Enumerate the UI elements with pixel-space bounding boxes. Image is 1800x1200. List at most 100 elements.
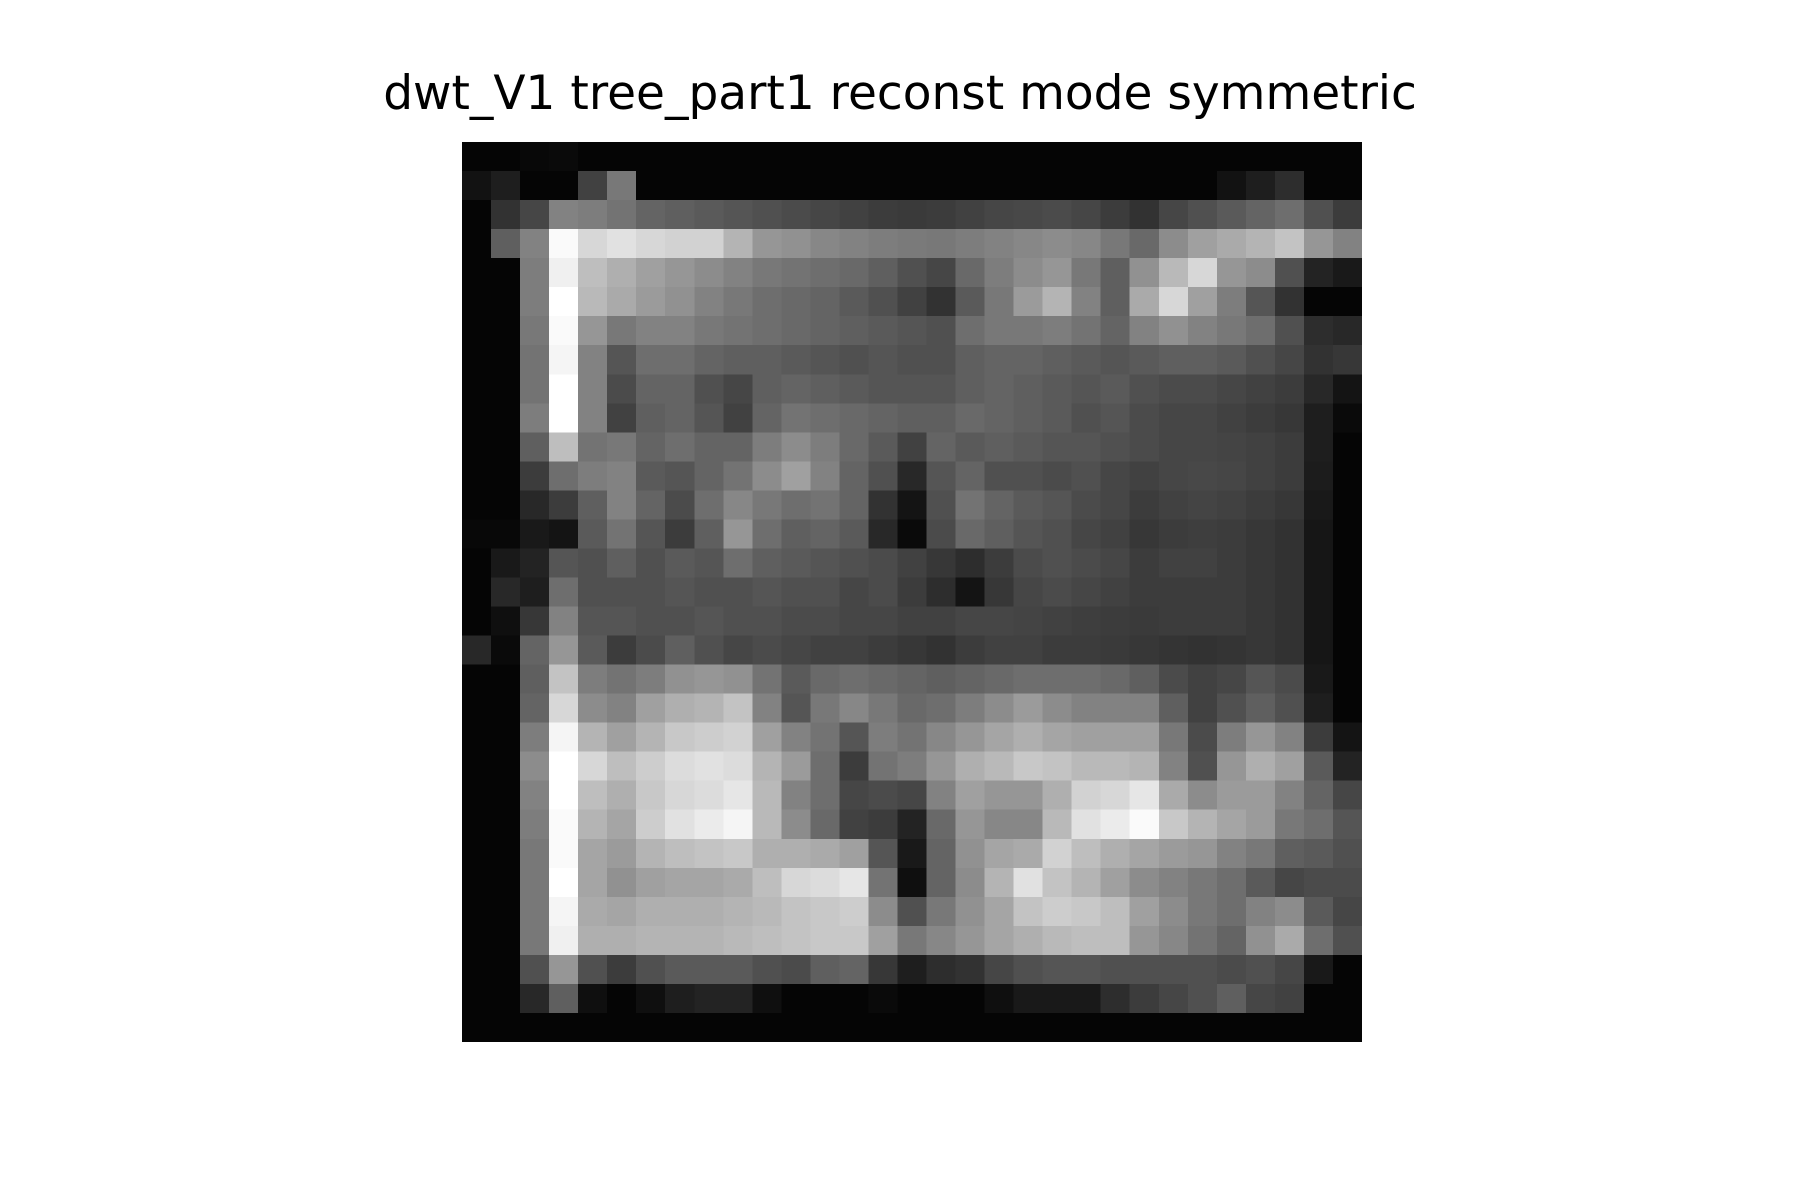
heatmap-cell (607, 171, 637, 201)
heatmap-cell (578, 171, 608, 201)
heatmap-cell (897, 954, 928, 985)
heatmap-cell (462, 867, 492, 898)
heatmap-cell (1013, 258, 1044, 288)
heatmap-cell (1274, 896, 1305, 927)
heatmap-cell (491, 751, 521, 782)
heatmap-cell (1158, 142, 1189, 172)
heatmap-cell (694, 519, 724, 550)
heatmap-cell (723, 258, 753, 288)
heatmap-cell (491, 403, 521, 433)
heatmap-cell (520, 171, 550, 201)
heatmap-cell (1100, 200, 1131, 230)
heatmap-cell (1158, 780, 1189, 811)
heatmap-cell (1042, 838, 1073, 869)
heatmap-cell (897, 345, 928, 375)
heatmap-cell (1187, 664, 1218, 695)
heatmap-cell (839, 780, 870, 811)
heatmap-cell (636, 142, 666, 172)
heatmap-cell (897, 374, 928, 404)
heatmap-cell (462, 838, 492, 869)
heatmap-cell (926, 577, 957, 608)
heatmap-cell (1129, 867, 1160, 898)
heatmap-cell (1303, 693, 1334, 724)
heatmap-cell (810, 548, 841, 579)
heatmap-cell (578, 432, 608, 462)
heatmap-cell (839, 432, 870, 462)
heatmap-cell (665, 780, 695, 811)
heatmap-cell (1303, 780, 1334, 811)
heatmap-cell (1129, 635, 1160, 666)
heatmap-cell (1245, 780, 1276, 811)
heatmap-cell (1245, 925, 1276, 956)
heatmap-cell (781, 142, 811, 172)
heatmap-cell (636, 722, 666, 753)
heatmap-cell (897, 838, 928, 869)
heatmap-cell (1100, 345, 1131, 375)
heatmap-cell (694, 490, 724, 521)
heatmap-cell (1332, 751, 1362, 782)
heatmap-cell (694, 142, 724, 172)
heatmap-cell (1303, 606, 1334, 637)
heatmap-cell (1158, 345, 1189, 375)
heatmap-cell (723, 287, 753, 317)
heatmap-cell (1042, 287, 1073, 317)
heatmap-cell (1245, 432, 1276, 462)
heatmap-cell (926, 751, 957, 782)
heatmap-cell (723, 432, 753, 462)
heatmap-cell (1071, 780, 1102, 811)
heatmap-cell (810, 490, 841, 521)
heatmap-cell (984, 925, 1015, 956)
heatmap-cell (1158, 200, 1189, 230)
heatmap-cell (723, 983, 753, 1014)
heatmap-cell (1303, 200, 1334, 230)
heatmap-cell (955, 316, 986, 346)
heatmap-cell (636, 258, 666, 288)
heatmap-cell (781, 954, 811, 985)
heatmap-cell (1216, 519, 1247, 550)
heatmap-cell (897, 490, 928, 521)
heatmap-cell (781, 983, 811, 1014)
heatmap-cell (549, 200, 579, 230)
heatmap-cell (1013, 722, 1044, 753)
heatmap-cell (578, 780, 608, 811)
heatmap-cell (636, 548, 666, 579)
heatmap-cell (926, 1012, 957, 1042)
heatmap-cell (1129, 374, 1160, 404)
heatmap-cell (1216, 664, 1247, 695)
heatmap-cell (723, 229, 753, 259)
heatmap-cell (1071, 693, 1102, 724)
heatmap-cell (955, 606, 986, 637)
heatmap-cell (897, 896, 928, 927)
heatmap-cell (781, 432, 811, 462)
heatmap-cell (984, 200, 1015, 230)
heatmap-cell (1303, 983, 1334, 1014)
heatmap-cell (1303, 519, 1334, 550)
heatmap-cell (1332, 200, 1362, 230)
heatmap-cell (839, 896, 870, 927)
heatmap-cell (462, 664, 492, 695)
heatmap-cell (868, 635, 899, 666)
heatmap-cell (636, 780, 666, 811)
heatmap-cell (723, 867, 753, 898)
heatmap-cell (723, 722, 753, 753)
heatmap-cell (752, 606, 782, 637)
heatmap-cell (781, 519, 811, 550)
heatmap-cell (665, 548, 695, 579)
heatmap-cell (955, 519, 986, 550)
heatmap-cell (520, 925, 550, 956)
heatmap-cell (1042, 722, 1073, 753)
heatmap-cell (752, 751, 782, 782)
heatmap-cell (1071, 983, 1102, 1014)
heatmap-cell (926, 258, 957, 288)
heatmap-cell (665, 171, 695, 201)
heatmap-cell (897, 519, 928, 550)
heatmap-cell (810, 171, 841, 201)
heatmap-cell (752, 838, 782, 869)
heatmap-cell (1216, 461, 1247, 491)
heatmap-cell (1129, 403, 1160, 433)
heatmap-cell (520, 838, 550, 869)
heatmap-cell (607, 461, 637, 491)
heatmap-cell (897, 1012, 928, 1042)
heatmap-cell (723, 838, 753, 869)
heatmap-cell (752, 693, 782, 724)
